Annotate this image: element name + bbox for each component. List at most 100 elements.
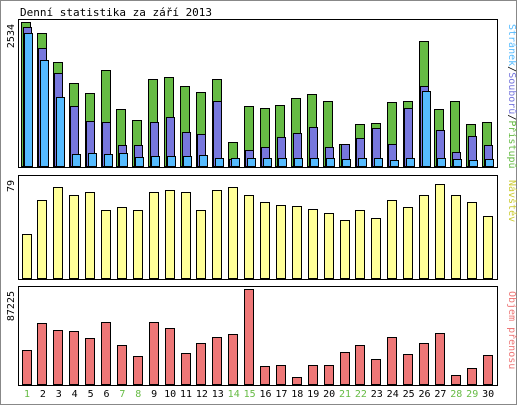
day-label-17: 17: [275, 389, 287, 400]
panel-traffic-bars: [22, 289, 493, 385]
traffic-bar-1-day-10: [165, 328, 175, 385]
hits-bar-3-day-2: [40, 60, 49, 167]
day-axis: 1 2 3 4 5 6 7 8 9 10 11 12 13 14 15 16 17 18 19 20 21 22 23 24 2…: [24, 389, 494, 400]
traffic-bar-1-day-16: [260, 366, 270, 385]
day-label-12: 12: [196, 389, 208, 400]
hits-bar-3-day-16: [263, 158, 272, 167]
legend-objem: Objem přenosu: [506, 291, 517, 369]
traffic-bar-1-day-14: [228, 334, 238, 385]
hits-bar-3-day-30: [485, 159, 494, 167]
visits-bar-1-day-28: [451, 195, 461, 279]
traffic-bar-1-day-11: [181, 353, 191, 385]
panel-traffic-legend: Objem přenosu: [506, 291, 517, 369]
traffic-bar-1-day-9: [149, 322, 159, 385]
panel-visits-bars: [22, 184, 493, 279]
hits-bar-3-day-10: [167, 156, 176, 167]
visits-bar-1-day-23: [371, 218, 381, 279]
day-label-5: 5: [88, 389, 94, 400]
visits-bar-1-day-8: [133, 210, 143, 279]
hits-bar-3-day-14: [231, 158, 240, 167]
chart-title: Denní statistika za září 2013: [20, 6, 212, 19]
traffic-bar-1-day-26: [419, 343, 429, 385]
day-label-9: 9: [151, 389, 157, 400]
traffic-bar-1-day-29: [467, 368, 477, 385]
day-label-25: 25: [403, 389, 415, 400]
hits-bar-3-day-5: [88, 153, 97, 167]
traffic-bar-1-day-21: [340, 352, 350, 385]
visits-bar-1-day-18: [292, 206, 302, 279]
hits-bar-3-day-15: [247, 158, 256, 167]
day-label-21: 21: [339, 389, 351, 400]
day-label-3: 3: [56, 389, 62, 400]
legend-stranek: Stránek: [506, 24, 517, 66]
traffic-bar-1-day-28: [451, 375, 461, 385]
visits-bar-1-day-12: [196, 210, 206, 279]
day-label-22: 22: [355, 389, 367, 400]
traffic-bar-1-day-3: [53, 330, 63, 385]
hits-bar-3-day-24: [390, 160, 399, 167]
visits-bar-1-day-2: [37, 200, 47, 279]
visits-bar-1-day-6: [101, 210, 111, 279]
visits-bar-1-day-29: [467, 202, 477, 279]
visits-bar-1-day-14: [228, 187, 238, 279]
panel-visits-legend: Návštěv: [506, 180, 517, 222]
visits-bar-1-day-17: [276, 205, 286, 279]
traffic-bar-1-day-13: [212, 337, 222, 385]
legend-souboru: Souborů: [506, 72, 517, 114]
traffic-bar-1-day-5: [85, 338, 95, 385]
day-label-6: 6: [103, 389, 109, 400]
day-label-16: 16: [259, 389, 271, 400]
hits-bar-3-day-25: [406, 158, 415, 167]
visits-bar-1-day-25: [403, 207, 413, 279]
legend-navstev: Návštěv: [506, 180, 517, 222]
day-label-28: 28: [450, 389, 462, 400]
traffic-bar-1-day-20: [324, 365, 334, 385]
panel-traffic-max-label: 87225: [6, 291, 17, 321]
legend-pristupu: Přístupů: [506, 120, 517, 168]
traffic-bar-1-day-7: [117, 345, 127, 385]
panel-traffic: 87225 Objem přenosu: [6, 286, 517, 386]
day-label-23: 23: [371, 389, 383, 400]
hits-bar-2-day-25: [404, 108, 413, 167]
day-label-18: 18: [291, 389, 303, 400]
hits-bar-3-day-13: [215, 158, 224, 167]
hits-bar-3-day-18: [294, 158, 303, 167]
hits-bar-3-day-3: [56, 97, 65, 167]
panel-traffic-frame: [18, 286, 498, 386]
panel-hits-frame: [18, 19, 498, 168]
visits-bar-1-day-19: [308, 209, 318, 279]
day-label-29: 29: [466, 389, 478, 400]
panel-hits-bars: [21, 22, 494, 167]
day-label-1: 1: [24, 389, 30, 400]
visits-bar-1-day-5: [85, 192, 95, 279]
traffic-bar-1-day-23: [371, 359, 381, 385]
day-label-27: 27: [434, 389, 446, 400]
legend-separator-1: /: [506, 66, 517, 72]
day-label-7: 7: [119, 389, 125, 400]
hits-bar-3-day-20: [326, 158, 335, 167]
hits-bar-3-day-21: [342, 159, 351, 167]
day-label-20: 20: [323, 389, 335, 400]
traffic-bar-1-day-8: [133, 356, 143, 385]
hits-bar-3-day-19: [310, 158, 319, 167]
traffic-bar-1-day-2: [37, 323, 47, 385]
hits-bar-3-day-4: [72, 154, 81, 167]
traffic-bar-1-day-27: [435, 333, 445, 385]
visits-bar-1-day-15: [244, 195, 254, 279]
legend-separator-2: /: [506, 114, 517, 120]
traffic-bar-1-day-25: [403, 354, 413, 385]
visits-bar-1-day-1: [22, 234, 32, 279]
panel-hits-legend: Stránek/Souborů/Přístupů: [506, 24, 517, 169]
hits-bar-3-day-12: [199, 155, 208, 167]
hits-bar-3-day-27: [437, 158, 446, 167]
day-label-10: 10: [164, 389, 176, 400]
traffic-bar-1-day-1: [22, 350, 32, 385]
hits-bar-2-day-13: [213, 101, 222, 167]
visits-bar-1-day-10: [165, 190, 175, 279]
traffic-bar-1-day-17: [276, 365, 286, 385]
hits-bar-3-day-29: [469, 160, 478, 167]
visits-bar-1-day-26: [419, 195, 429, 279]
day-label-14: 14: [228, 389, 240, 400]
visits-bar-1-day-13: [212, 190, 222, 279]
visits-bar-1-day-21: [340, 220, 350, 279]
